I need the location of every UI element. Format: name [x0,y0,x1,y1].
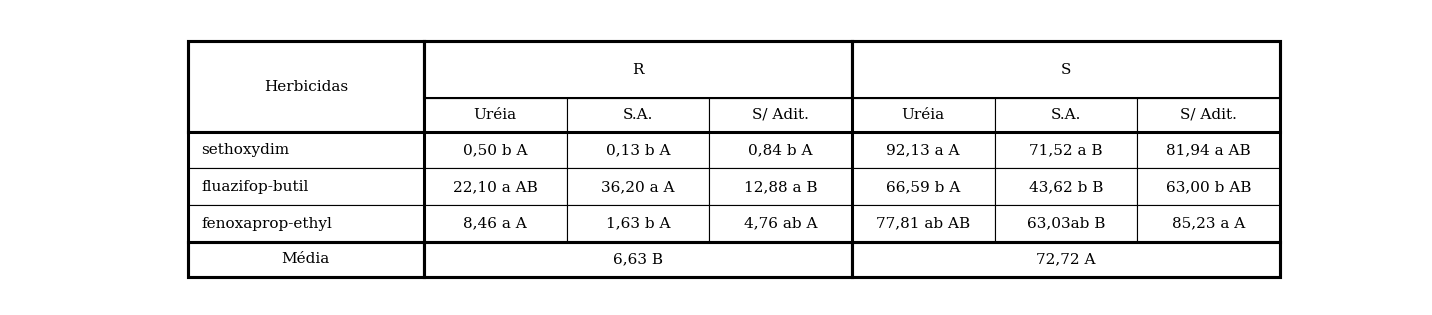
Text: 43,62 b B: 43,62 b B [1028,180,1103,194]
Text: 22,10 a AB: 22,10 a AB [453,180,537,194]
Bar [188,169,424,205]
Text: 0,13 b A: 0,13 b A [606,143,670,157]
Text: 92,13 a A: 92,13 a A [886,143,959,157]
Bar [188,132,424,169]
Bar [567,205,709,242]
Bar [1137,132,1280,169]
Bar [852,205,995,242]
Bar [567,98,709,132]
Bar [852,42,1280,98]
Bar [995,98,1137,132]
Bar [709,205,852,242]
Text: Média: Média [282,252,329,266]
Text: Uréia: Uréia [474,108,517,122]
Text: sethoxydim: sethoxydim [200,143,289,157]
Text: 36,20 a A: 36,20 a A [601,180,674,194]
Text: S/ Adit.: S/ Adit. [1180,108,1237,122]
Text: 0,50 b A: 0,50 b A [463,143,527,157]
Bar [567,132,709,169]
Text: 81,94 a AB: 81,94 a AB [1166,143,1252,157]
Bar [188,42,424,132]
Text: S.A.: S.A. [1051,108,1081,122]
Text: 12,88 a B: 12,88 a B [743,180,818,194]
Bar [567,169,709,205]
Bar [852,169,995,205]
Bar [995,205,1137,242]
Text: 63,03ab B: 63,03ab B [1027,216,1106,231]
Text: 6,63 B: 6,63 B [613,252,663,266]
Text: 63,00 b AB: 63,00 b AB [1166,180,1252,194]
Bar [424,42,852,98]
Bar [188,205,424,242]
Text: R: R [632,63,643,77]
Bar [709,98,852,132]
Bar [709,132,852,169]
Text: Uréia: Uréia [902,108,945,122]
Bar [424,169,567,205]
Bar [424,242,852,277]
Bar [1137,205,1280,242]
Bar [852,132,995,169]
Text: 8,46 a A: 8,46 a A [464,216,527,231]
Bar [995,132,1137,169]
Text: 4,76 ab A: 4,76 ab A [743,216,818,231]
Bar [852,98,995,132]
Text: fenoxaprop-ethyl: fenoxaprop-ethyl [200,216,332,231]
Text: 66,59 b A: 66,59 b A [886,180,961,194]
Text: 1,63 b A: 1,63 b A [606,216,670,231]
Text: S: S [1061,63,1071,77]
Text: 77,81 ab AB: 77,81 ab AB [876,216,971,231]
Bar [1137,169,1280,205]
Bar [709,169,852,205]
Text: S.A.: S.A. [623,108,653,122]
Bar [1137,98,1280,132]
Bar [995,169,1137,205]
Text: fluazifop-butil: fluazifop-butil [200,180,308,194]
Text: 72,72 A: 72,72 A [1037,252,1095,266]
Text: Herbicidas: Herbicidas [263,80,348,94]
Text: 0,84 b A: 0,84 b A [749,143,813,157]
Bar [424,205,567,242]
Bar [424,98,567,132]
Text: 85,23 a A: 85,23 a A [1171,216,1246,231]
Bar [424,132,567,169]
Text: 71,52 a B: 71,52 a B [1030,143,1103,157]
Bar [852,242,1280,277]
Text: S/ Adit.: S/ Adit. [752,108,809,122]
Bar [188,242,424,277]
